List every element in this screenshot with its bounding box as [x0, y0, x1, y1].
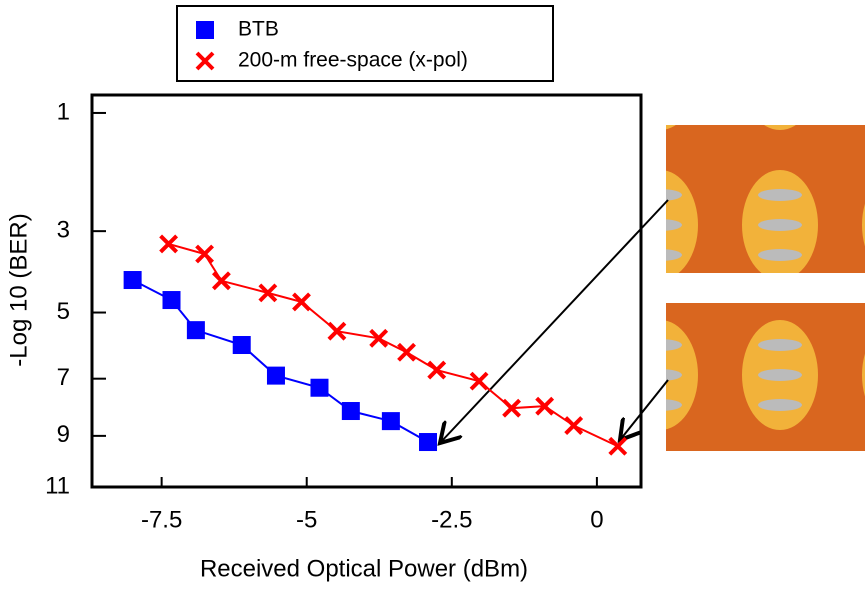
x-tick-label: 0 — [590, 506, 603, 533]
data-point — [161, 236, 177, 252]
data-point — [124, 271, 142, 289]
arrow — [620, 380, 668, 440]
data-point — [310, 379, 328, 397]
data-point — [163, 291, 181, 309]
data-point — [260, 285, 276, 301]
data-point — [233, 336, 251, 354]
data-point — [419, 433, 437, 451]
legend-label: 200-m free-space (x-pol) — [238, 49, 468, 72]
legend-marker — [196, 21, 214, 39]
eye-diagram — [666, 303, 865, 451]
data-point — [399, 344, 415, 360]
data-point — [294, 294, 310, 310]
y-tick-label: 9 — [57, 421, 70, 448]
y-axis-label: -Log 10 (BER) — [5, 213, 32, 366]
chart: Received Optical Power (dBm) -Log 10 (BE… — [0, 0, 865, 585]
data-point — [610, 438, 626, 454]
y-tick-label: 5 — [57, 298, 70, 325]
y-tick-label: 1 — [57, 98, 70, 125]
x-axis-label: Received Optical Power (dBm) — [200, 555, 528, 582]
y-tick-label: 7 — [57, 364, 70, 391]
eye-diagram — [666, 125, 865, 273]
data-point — [267, 367, 285, 385]
data-point — [342, 402, 360, 420]
legend-label: BTB — [238, 18, 279, 41]
data-point — [429, 362, 445, 378]
y-tick-label: 11 — [45, 472, 70, 499]
plot-area — [92, 95, 641, 487]
arrow — [440, 200, 668, 443]
x-tick-label: -5 — [296, 506, 317, 533]
data-point — [471, 373, 487, 389]
data-point — [566, 418, 582, 434]
x-tick-label: -2.5 — [431, 506, 472, 533]
x-tick-label: -7.5 — [141, 506, 182, 533]
data-point — [382, 412, 400, 430]
data-point — [187, 321, 205, 339]
data-point — [213, 273, 229, 289]
data-point — [197, 246, 213, 262]
y-tick-label: 3 — [57, 216, 70, 243]
